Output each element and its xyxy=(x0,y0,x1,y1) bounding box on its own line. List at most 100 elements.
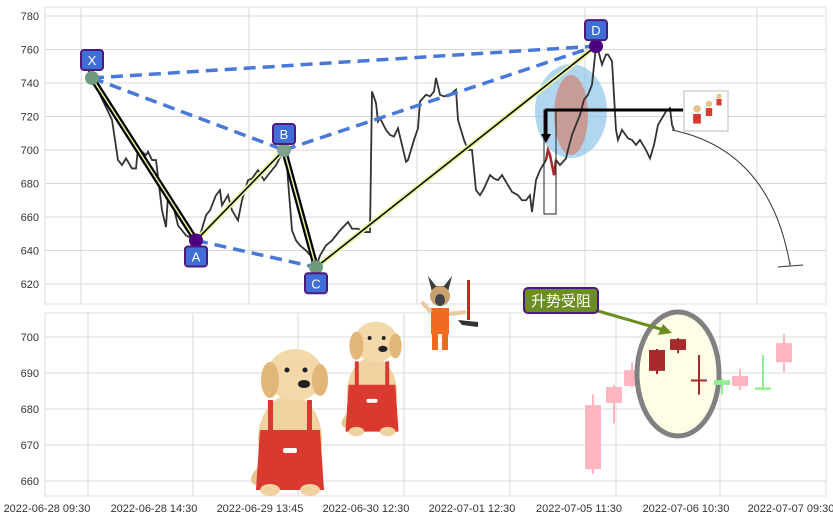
dog-paw xyxy=(260,484,280,496)
annotation-label-box xyxy=(523,287,599,314)
mini-dog-head xyxy=(705,100,713,108)
decorations xyxy=(251,90,729,496)
pattern-label-box xyxy=(80,48,104,71)
pattern-label: D xyxy=(591,23,600,38)
pattern-point-c xyxy=(309,260,323,275)
pattern-label-box xyxy=(184,245,208,268)
hammer-head xyxy=(458,320,478,327)
highlight-segment xyxy=(544,145,558,176)
mini-dog-body xyxy=(705,108,713,116)
annotation-arrow xyxy=(597,309,665,332)
y-tick-label: 640 xyxy=(21,246,39,258)
candle-panel: 700 690 680 670 660 升势受阻 xyxy=(21,287,827,497)
y-tick-label: 760 xyxy=(21,45,39,57)
x-tick-label: 2022-06-30 12:30 xyxy=(323,503,410,515)
y-tick-label: 680 xyxy=(21,404,39,416)
y-tick-label: 620 xyxy=(21,279,39,291)
dog-bone-patch xyxy=(283,448,297,453)
x-tick-label: 2022-06-28 14:30 xyxy=(111,503,198,515)
dog-paw xyxy=(300,484,320,496)
dog-paw xyxy=(348,426,365,437)
hammer-handle xyxy=(467,280,470,320)
dog-ear xyxy=(349,331,364,360)
dog-nose xyxy=(378,345,388,353)
pattern-leg xyxy=(195,149,285,241)
candle-body xyxy=(755,387,771,390)
pattern-leg-bold-inner xyxy=(283,149,317,268)
dog-paw xyxy=(379,426,396,437)
dog-ear xyxy=(312,364,328,396)
annotation-arrowhead xyxy=(658,324,672,335)
pattern-point-b xyxy=(277,143,291,157)
candle-body xyxy=(606,387,622,403)
dog-overalls xyxy=(431,308,449,334)
dog-eye xyxy=(284,367,290,373)
dog-ear xyxy=(389,333,402,359)
pattern-dashed-line xyxy=(91,44,597,80)
y-tick-label: 680 xyxy=(21,179,39,191)
pattern-point-d xyxy=(589,39,603,54)
dog-eye xyxy=(367,336,372,340)
candle-body xyxy=(670,339,686,350)
dog-ear xyxy=(261,362,279,398)
annotation-label: 升势受阻 xyxy=(531,293,591,310)
y-tick-label: 700 xyxy=(21,145,39,157)
candle-body xyxy=(691,379,707,382)
y-tick-label: 720 xyxy=(21,112,39,124)
mini-dog-head xyxy=(693,104,701,113)
projection-arc xyxy=(671,129,791,266)
pattern-label: C xyxy=(311,276,320,291)
candle-body xyxy=(649,349,665,371)
pattern-label: X xyxy=(88,53,97,68)
dog-arm xyxy=(448,310,467,316)
dog-overalls xyxy=(345,384,399,432)
pattern-label: A xyxy=(192,249,201,264)
dogs-thumbnail-icon xyxy=(683,90,729,132)
pattern-dashed-line xyxy=(195,238,317,269)
y-tick-label: 700 xyxy=(21,332,39,344)
dog-leg xyxy=(442,334,448,350)
price-panel: 780 760 740 720 700 680 660 640 620 X A B C D xyxy=(21,6,827,305)
mini-dog-body xyxy=(693,114,701,124)
y-tick-label: 660 xyxy=(21,476,39,488)
dog-eye xyxy=(381,336,386,340)
dog-overalls xyxy=(256,430,324,490)
dog-strap xyxy=(268,400,273,432)
pattern-label: B xyxy=(280,127,289,142)
dog-nose xyxy=(298,380,310,388)
candle-body xyxy=(714,380,730,385)
dog-in-overalls-icon xyxy=(251,349,328,496)
y-tick-label: 690 xyxy=(21,368,39,380)
dog-strap xyxy=(354,361,359,387)
y-tick-label: 660 xyxy=(21,212,39,224)
dog-bone-patch xyxy=(366,398,378,403)
dog-head xyxy=(267,349,323,401)
candle-body xyxy=(585,405,601,470)
pattern-point-x xyxy=(85,70,99,85)
dog-eye xyxy=(302,367,308,373)
dog-arm xyxy=(420,300,433,314)
pattern-leg-bold-inner xyxy=(91,77,197,241)
x-tick-label: 2022-06-28 09:30 xyxy=(4,503,91,515)
x-tick-label: 2022-07-05 11:30 xyxy=(536,503,622,515)
x-tick-label: 2022-07-06 10:30 xyxy=(643,503,730,515)
plot-area xyxy=(44,6,827,305)
mini-dog-head xyxy=(716,93,722,99)
dog-in-overalls-icon xyxy=(341,321,402,437)
candle-body xyxy=(732,375,748,386)
dog-leg xyxy=(432,334,438,350)
pattern-label-box xyxy=(272,123,296,145)
mini-dog-body xyxy=(716,99,722,106)
x-tick-label: 2022-07-01 12:30 xyxy=(429,503,516,515)
annotation-ellipse xyxy=(634,309,722,439)
dog-muzzle xyxy=(435,294,445,306)
x-tick-label: 2022-07-07 09:30 xyxy=(748,503,833,515)
y-tick-label: 780 xyxy=(21,11,39,23)
highlight-ellipse-red xyxy=(554,75,588,155)
pattern-label-box xyxy=(584,19,608,42)
dog-strap xyxy=(385,361,390,387)
x-axis: 2022-06-28 09:30 2022-06-28 14:30 2022-06-… xyxy=(4,503,833,515)
candle-body xyxy=(776,343,792,363)
pattern-point-a xyxy=(189,233,203,248)
